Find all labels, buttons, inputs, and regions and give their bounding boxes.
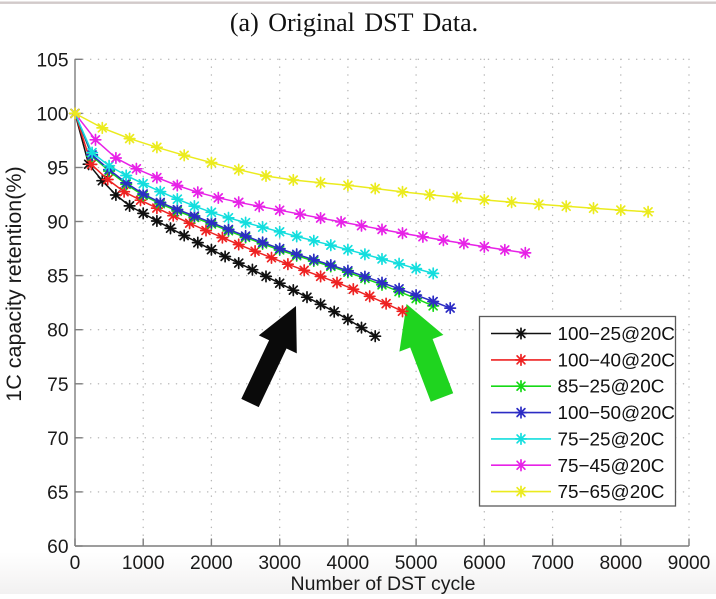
- svg-text:75: 75: [47, 375, 68, 396]
- svg-text:1C capacity retention(%): 1C capacity retention(%): [2, 166, 26, 401]
- svg-text:95: 95: [47, 159, 68, 180]
- svg-text:0: 0: [70, 553, 81, 574]
- svg-text:100−40@20C: 100−40@20C: [558, 350, 675, 371]
- svg-text:60: 60: [47, 537, 68, 558]
- svg-text:85: 85: [47, 267, 68, 288]
- svg-text:6000: 6000: [463, 553, 506, 574]
- svg-text:75−25@20C: 75−25@20C: [558, 429, 665, 450]
- svg-text:65: 65: [47, 483, 68, 504]
- svg-text:(a) Original DST Data.: (a) Original DST Data.: [230, 8, 478, 37]
- svg-text:3000: 3000: [258, 553, 301, 574]
- svg-text:90: 90: [47, 213, 68, 234]
- svg-text:2000: 2000: [190, 553, 233, 574]
- svg-text:70: 70: [47, 429, 68, 450]
- svg-text:85−25@20C: 85−25@20C: [558, 377, 665, 398]
- svg-text:100−50@20C: 100−50@20C: [558, 403, 675, 424]
- svg-text:Number of DST cycle: Number of DST cycle: [291, 573, 476, 594]
- svg-text:80: 80: [47, 321, 68, 342]
- svg-text:1000: 1000: [122, 553, 165, 574]
- svg-text:105: 105: [36, 50, 68, 71]
- svg-text:5000: 5000: [395, 553, 438, 574]
- svg-text:8000: 8000: [599, 553, 642, 574]
- svg-text:75−65@20C: 75−65@20C: [558, 482, 665, 503]
- svg-text:75−45@20C: 75−45@20C: [558, 456, 665, 477]
- svg-text:9000: 9000: [668, 553, 711, 574]
- svg-text:7000: 7000: [531, 553, 574, 574]
- svg-text:4000: 4000: [327, 553, 370, 574]
- svg-text:100: 100: [36, 104, 68, 125]
- svg-text:100−25@20C: 100−25@20C: [558, 324, 675, 345]
